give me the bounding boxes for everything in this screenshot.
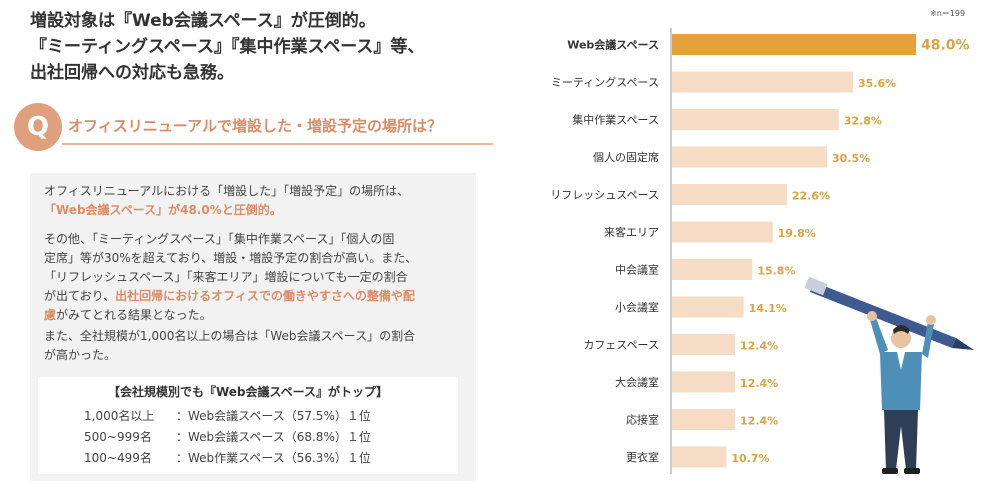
bar-chart: Web会議スペース 48.0% ミーティングスペース 35.6% 集中作業スペース 32.…	[550, 28, 970, 474]
category-label: 更衣室	[626, 450, 659, 464]
headline-line-3: 出社回帰への対応も急務。	[30, 63, 234, 83]
bar	[672, 184, 787, 205]
value-label: 12.4%	[740, 340, 778, 353]
company-size-row: 100~499名 ：Web作業スペース（56.3%）１位	[84, 449, 371, 466]
bar	[672, 446, 727, 468]
value-label: 48.0%	[921, 38, 970, 54]
paragraph-2-line-3: 「リフレッシュスペース」「来客エリア」増設についても一定の割合	[44, 270, 408, 284]
paragraph-2-line-2: 定席」等が30%を超えており、増設・増設予定の割合が高い。また、	[44, 251, 418, 265]
question-text: オフィスリニューアルで増設した・増設予定の場所は？	[68, 117, 442, 135]
value-label: 19.8%	[778, 227, 816, 240]
category-label: 個人の固定席	[593, 150, 659, 164]
paragraph-2-line-5: 慮がみてとれる結果となった。	[44, 306, 474, 325]
paragraph-2-line-4-pre: が出ており、	[44, 289, 116, 303]
value-label: 14.1%	[749, 302, 787, 315]
bar	[672, 371, 736, 393]
company-size-label: 1,000名以上	[84, 409, 155, 423]
bar	[672, 221, 773, 243]
category-label: リフレッシュスペース	[550, 189, 659, 202]
category-label: 応接室	[626, 413, 659, 427]
category-label: カフェスペース	[583, 339, 659, 352]
value-label: 35.6%	[858, 77, 896, 90]
category-label: 小会議室	[615, 300, 659, 314]
person-icon	[867, 311, 936, 474]
bar	[672, 146, 828, 168]
value-label: 12.4%	[740, 415, 778, 428]
paragraph-3-line-2: が高かった。	[44, 348, 117, 362]
question-badge: Q	[14, 103, 62, 151]
paragraph-1-highlight: 「Web会議スペース」が48.0%と圧倒的。	[44, 203, 282, 217]
bar	[672, 71, 853, 93]
value-label: 32.8%	[844, 115, 882, 128]
company-size-label: 100~499名	[84, 451, 152, 465]
bar	[672, 109, 839, 130]
headline: 増設対象は『Web会議スペース』が圧倒的。 『ミーティングスペース』『集中作業ス…	[30, 8, 490, 86]
company-size-row: 1,000名以上 ：Web会議スペース（57.5%）１位	[84, 407, 371, 424]
sample-size-note: ※n＝199	[930, 9, 966, 18]
value-label: 22.6%	[792, 190, 830, 203]
paragraph-1-line-1: オフィスリニューアルにおける「増設した」「増設予定」の場所は、	[44, 184, 410, 198]
category-label: 集中作業スペース	[572, 113, 659, 127]
company-size-label: 500~999名	[84, 430, 152, 444]
pen-icon	[804, 276, 974, 350]
company-size-result: ：Web作業スペース（56.3%）１位	[176, 451, 371, 465]
paragraph-3: また、全社規模が1,000名以上の場合は「Web会議スペース」の割合 が高かった…	[44, 327, 474, 365]
headline-line-1: 増設対象は『Web会議スペース』が圧倒的。	[30, 11, 376, 31]
bar	[672, 296, 744, 318]
paragraph-2-line-4-highlight: 出社回帰におけるオフィスでの働きやすさへの整備や配	[115, 289, 415, 303]
company-size-row: 500~999名 ：Web会議スペース（68.8%）１位	[84, 428, 371, 445]
category-label: ミーティングスペース	[551, 75, 659, 89]
company-size-title: 【会社規模別でも『Web会議スペース』がトップ】	[107, 385, 389, 399]
category-label: 中会議室	[615, 263, 659, 277]
bar	[672, 34, 916, 55]
category-label: 大会議室	[615, 375, 659, 389]
value-label: 30.5%	[832, 152, 870, 165]
paragraph-2-line-5-post: がみてとれる結果となった。	[56, 308, 212, 322]
businessman-pen-illustration	[804, 276, 974, 474]
company-size-box: 【会社規模別でも『Web会議スペース』がトップ】 1,000名以上 ：Web会議ス…	[38, 377, 458, 474]
question-underline	[62, 143, 493, 145]
value-label: 10.7%	[731, 452, 769, 465]
category-label: Web会議スペース	[567, 38, 659, 52]
paragraph-3-line-1: また、全社規模が1,000名以上の場合は「Web会議スペース」の割合	[44, 329, 416, 343]
paragraph-1: オフィスリニューアルにおける「増設した」「増設予定」の場所は、 「Web会議スペ…	[44, 182, 474, 220]
category-label: 来客エリア	[604, 225, 659, 239]
summary-panel: オフィスリニューアルにおける「増設した」「増設予定」の場所は、 「Web会議スペ…	[30, 173, 476, 481]
question-heading: Q オフィスリニューアルで増設した・増設予定の場所は？	[14, 103, 499, 155]
bar	[672, 259, 753, 280]
paragraph-2-line-1: その他、「ミーティングスペース」「集中作業スペース」「個人の固	[44, 232, 395, 246]
paragraph-2-line-5-highlight: 慮	[44, 308, 57, 322]
value-label: 15.8%	[757, 265, 795, 278]
bar	[672, 409, 736, 430]
paragraph-2-line-4: が出ており、出社回帰におけるオフィスでの働きやすさへの整備や配	[44, 287, 474, 306]
company-size-result: ：Web会議スペース（68.8%）１位	[176, 430, 371, 444]
bar	[672, 334, 736, 355]
value-label: 12.4%	[740, 377, 778, 390]
headline-line-2: 『ミーティングスペース』『集中作業スペース』等、	[30, 37, 425, 57]
paragraph-2: その他、「ミーティングスペース」「集中作業スペース」「個人の固 定席」等が30%…	[44, 230, 474, 325]
company-size-result: ：Web会議スペース（57.5%）１位	[176, 409, 371, 423]
